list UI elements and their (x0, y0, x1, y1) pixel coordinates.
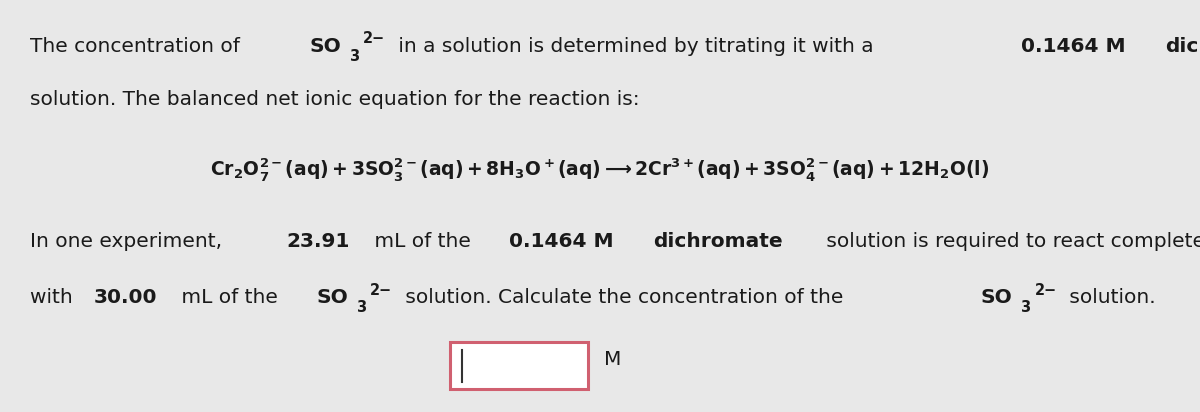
Text: SO: SO (317, 288, 348, 307)
Text: 30.00: 30.00 (94, 288, 157, 307)
Text: solution. The balanced net ionic equation for the reaction is:: solution. The balanced net ionic equatio… (30, 90, 640, 109)
Text: mL of the: mL of the (368, 232, 478, 251)
Text: with: with (30, 288, 79, 307)
Text: solution. Calculate the concentration of the: solution. Calculate the concentration of… (398, 288, 850, 307)
Text: dichromate: dichromate (1165, 37, 1200, 56)
Text: 3: 3 (350, 49, 360, 63)
Text: solution is required to react completely: solution is required to react completely (820, 232, 1200, 251)
Text: 0.1464 M: 0.1464 M (1021, 37, 1133, 56)
Text: SO: SO (980, 288, 1013, 307)
Text: 2−: 2− (371, 283, 392, 297)
Text: 23.91: 23.91 (286, 232, 349, 251)
FancyBboxPatch shape (450, 342, 588, 389)
Text: $\mathbf{Cr_2O_7^{2-}(aq) + 3SO_3^{2-}(aq) + 8H_3O^+(aq)\longrightarrow 2Cr^{3+}: $\mathbf{Cr_2O_7^{2-}(aq) + 3SO_3^{2-}(a… (210, 156, 990, 183)
Text: The concentration of: The concentration of (30, 37, 246, 56)
Text: in a solution is determined by titrating it with a: in a solution is determined by titrating… (391, 37, 880, 56)
Text: M: M (604, 350, 620, 369)
Text: mL of the: mL of the (175, 288, 284, 307)
Text: In one experiment,: In one experiment, (30, 232, 228, 251)
Text: SO: SO (310, 37, 341, 56)
Text: solution.: solution. (1063, 288, 1156, 307)
Text: 3: 3 (358, 300, 367, 315)
Text: 3: 3 (1021, 300, 1032, 315)
Text: dichromate: dichromate (653, 232, 782, 251)
Text: 0.1464 M: 0.1464 M (509, 232, 620, 251)
Text: 2−: 2− (364, 31, 385, 46)
Text: 2−: 2− (1034, 283, 1057, 297)
